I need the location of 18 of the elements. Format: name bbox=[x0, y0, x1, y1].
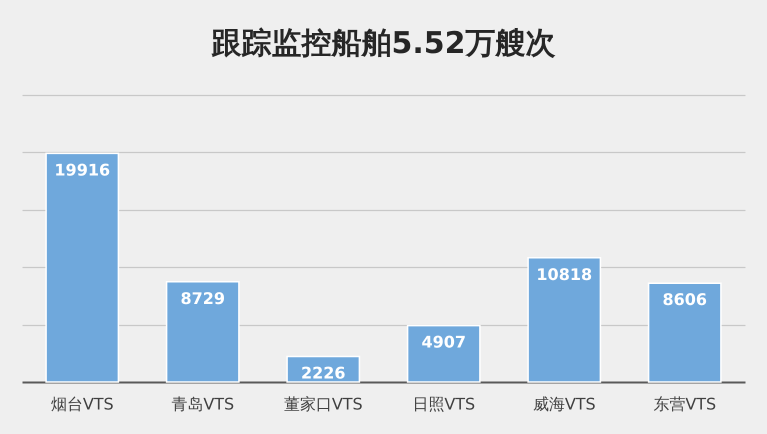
x-tick-label: 青岛VTS bbox=[171, 394, 234, 414]
data-label: 8729 bbox=[180, 288, 226, 308]
x-tick-label: 烟台VTS bbox=[50, 394, 114, 414]
data-label: 2226 bbox=[300, 363, 346, 382]
data-label: 19916 bbox=[54, 160, 110, 180]
x-tick-label: 威海VTS bbox=[532, 394, 596, 414]
data-label: 8606 bbox=[662, 290, 708, 310]
data-label: 4907 bbox=[421, 332, 466, 352]
x-tick-label: 董家口VTS bbox=[284, 394, 363, 414]
bar bbox=[45, 152, 120, 383]
x-tick-label: 东营VTS bbox=[653, 394, 716, 414]
x-tick-label: 日照VTS bbox=[412, 394, 476, 414]
chart-title: 跟踪监控船舶5.52万艘次 bbox=[210, 26, 556, 61]
bar bbox=[527, 257, 602, 383]
data-label: 10818 bbox=[536, 264, 592, 284]
bar bbox=[648, 282, 722, 383]
bar bbox=[166, 281, 240, 383]
bar bbox=[406, 324, 481, 383]
